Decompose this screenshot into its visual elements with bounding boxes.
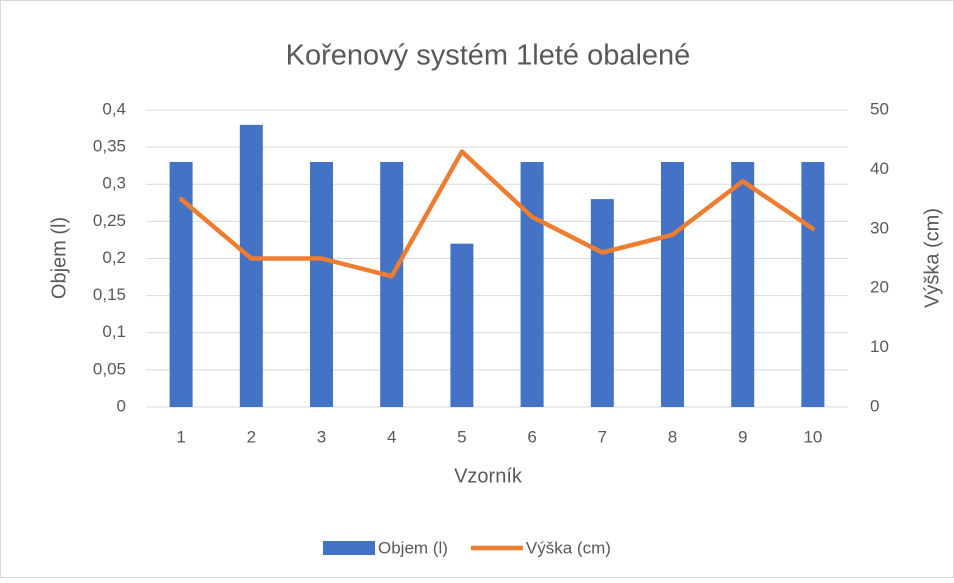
x-tick-label: 10 (803, 427, 822, 446)
y2-axis-label: Výška (cm) (921, 208, 943, 308)
x-tick-label: 4 (387, 427, 396, 446)
x-tick-label: 9 (738, 427, 747, 446)
bar (310, 161, 333, 407)
bar (590, 199, 614, 407)
y-tick-label: 0,25 (93, 211, 126, 230)
y2-tick-label: 0 (870, 396, 879, 415)
y-tick-label: 0,05 (93, 359, 126, 378)
y-axis-label: Objem (l) (48, 217, 70, 299)
bar (380, 161, 404, 407)
bar (520, 161, 544, 407)
y-tick-label: 0 (117, 396, 126, 415)
y2-tick-label: 50 (870, 99, 889, 118)
bar (661, 161, 684, 407)
x-tick-label: 2 (247, 427, 256, 446)
y-tick-label: 0,4 (102, 99, 126, 118)
line (178, 149, 816, 279)
bar (239, 124, 263, 407)
legend-label: Výška (cm) (526, 538, 611, 557)
y-tick-label: 0,3 (102, 174, 126, 193)
chart-title: Kořenový systém 1leté obalené (286, 40, 691, 72)
y-tick-label: 0,15 (93, 285, 126, 304)
x-tick-label: 1 (176, 427, 185, 446)
y2-tick-label: 20 (870, 278, 889, 297)
bar (169, 161, 193, 407)
x-tick-label: 8 (668, 427, 677, 446)
y-tick-label: 0,35 (93, 137, 126, 156)
bar (731, 161, 755, 407)
x-tick-label: 7 (598, 427, 607, 446)
bar (450, 243, 474, 407)
bar (801, 161, 825, 407)
y2-tick-label: 40 (870, 159, 889, 178)
legend-swatch (323, 541, 375, 555)
x-axis-label: Vzorník (454, 465, 523, 487)
y-tick-label: 0,2 (102, 248, 126, 267)
x-tick-label: 5 (457, 427, 466, 446)
y2-tick-label: 10 (870, 337, 889, 356)
legend-label: Objem (l) (378, 538, 448, 557)
x-tick-label: 6 (527, 427, 536, 446)
y-tick-label: 0,1 (102, 322, 126, 341)
x-tick-label: 3 (317, 427, 326, 446)
y2-tick-label: 30 (870, 218, 889, 237)
